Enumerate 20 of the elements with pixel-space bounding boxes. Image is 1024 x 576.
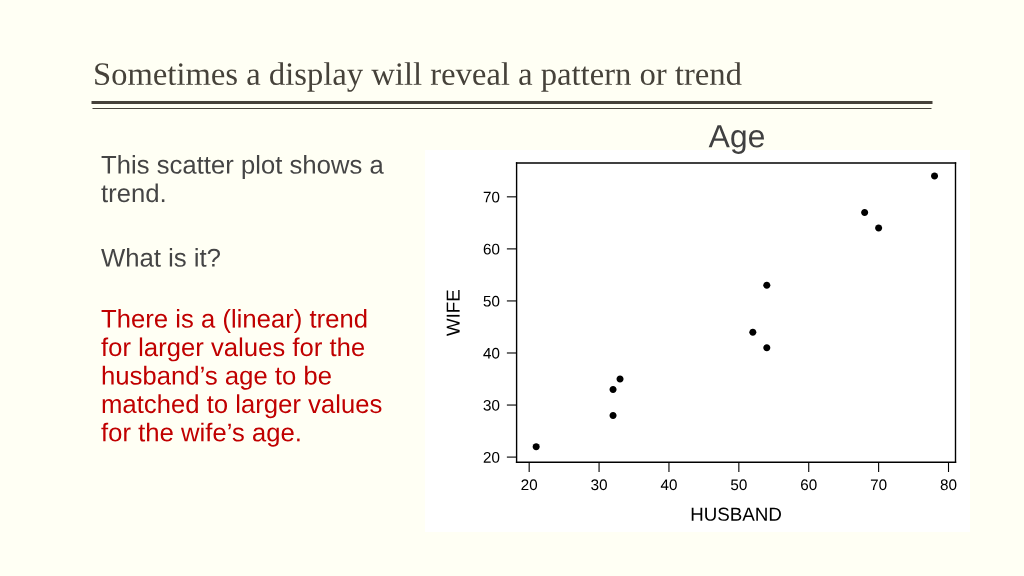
x-tick-label: 50: [730, 479, 747, 491]
x-tick-label: 80: [940, 479, 957, 491]
chart-subtitle: Age: [708, 125, 764, 154]
y-axis-title: WIFE: [446, 290, 460, 336]
chart-title: Sometimes a display will reveal a pattern or trend: [95, 62, 742, 92]
x-axis-title: HUSBAND: [691, 507, 781, 521]
y-tick-label: 40: [483, 347, 500, 359]
x-tick-label: 70: [870, 479, 887, 491]
text: There is a (linear) trend for larger values for the husband’s age to be matched to larger values for the wife’s age.: [101, 309, 382, 447]
y-tick-label: 60: [483, 243, 500, 255]
y-tick-label: 50: [483, 295, 500, 307]
y-tick-label: 30: [483, 399, 500, 411]
text: This scatter plot shows a trend.: [101, 155, 384, 203]
text: What is it?: [101, 248, 220, 267]
x-tick-label: 30: [591, 479, 607, 491]
x-tick-label: 60: [801, 479, 817, 491]
y-tick-label: 20: [483, 451, 500, 463]
y-tick-label: 70: [483, 191, 500, 203]
x-tick-label: 40: [660, 479, 677, 491]
x-tick-label: 20: [521, 479, 538, 491]
